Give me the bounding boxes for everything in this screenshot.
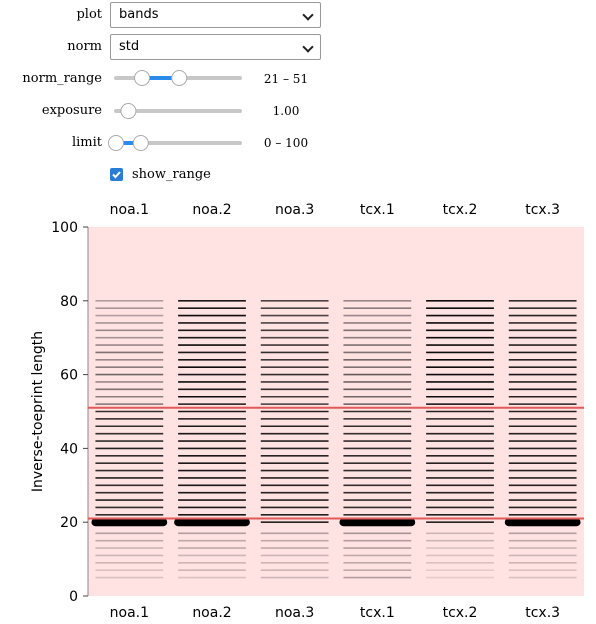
x-tick-label: noa.1: [110, 605, 149, 621]
slider-thumb[interactable]: [132, 135, 149, 151]
plot-background: [88, 227, 584, 596]
check: [112, 171, 121, 179]
y-tick-label: 0: [69, 589, 78, 605]
y-tick-label: 100: [51, 220, 78, 236]
label: norm: [67, 39, 102, 54]
y-tick-label: 20: [60, 515, 78, 531]
y-axis-label: Inverse-toeprint length: [30, 331, 46, 492]
x-tick-label-top: tcx.1: [360, 202, 395, 218]
label: show_range: [132, 167, 211, 182]
y-tick-label: 80: [60, 294, 78, 310]
slider-thumb[interactable]: [108, 135, 124, 151]
slider-value: 1.00: [272, 104, 300, 118]
y-tick-label: 40: [60, 441, 78, 457]
slider-value: 0 – 100: [263, 136, 309, 150]
x-tick-label: tcx.1: [360, 605, 395, 621]
dropdown[interactable]: bands: [110, 2, 321, 28]
slider-thumb[interactable]: [120, 103, 137, 119]
x-tick-label-top: tcx.2: [443, 202, 478, 218]
dropdown[interactable]: std: [110, 34, 321, 60]
x-tick-label-top: noa.3: [275, 202, 314, 218]
sliders: [108, 70, 242, 151]
label: exposure: [41, 103, 102, 118]
label: norm_range: [22, 71, 102, 86]
x-tick-label: tcx.2: [443, 605, 478, 621]
slider-thumb[interactable]: [134, 70, 151, 86]
x-tick-label-top: noa.1: [110, 202, 149, 218]
y-tick-label: 60: [60, 368, 78, 384]
x-tick-label-top: noa.2: [192, 202, 231, 218]
slider-thumb[interactable]: [171, 70, 188, 86]
label: limit: [71, 135, 102, 150]
label: plot: [76, 7, 102, 22]
x-tick-label-top: tcx.3: [525, 202, 560, 218]
x-tick-label: noa.3: [275, 605, 314, 621]
x-tick-label: noa.2: [192, 605, 231, 621]
checkbox[interactable]: [110, 168, 123, 181]
slider-value: 21 – 51: [263, 72, 309, 86]
x-tick-label: tcx.3: [525, 605, 560, 621]
